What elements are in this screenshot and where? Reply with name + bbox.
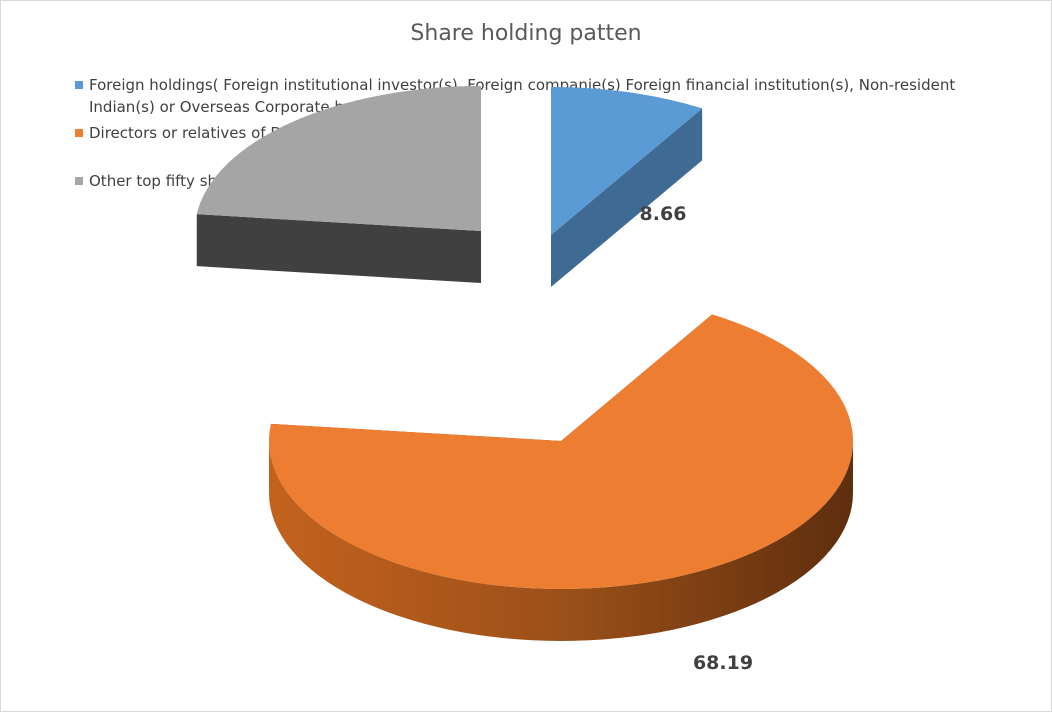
chart-title: Share holding patten [410, 21, 642, 46]
pie-slice-other-shareholders-cut-face-0 [196, 214, 481, 283]
pie-slice-foreign-holdings [551, 87, 703, 287]
pie-slice-other-shareholders-top [196, 85, 481, 232]
pie-slice-foreign-holdings-cut-face-1 [551, 108, 703, 287]
pie-slice-directors [268, 314, 853, 641]
data-label-foreign-holdings: 8.66 [640, 203, 687, 225]
legend-swatch-other-shareholders [75, 177, 83, 185]
legend-swatch-directors [75, 129, 83, 137]
pie-slice-directors-top [268, 314, 853, 589]
pie-slice-foreign-holdings-top [551, 87, 703, 235]
pie-slice-directors-side-0 [269, 441, 853, 641]
data-label-directors: 68.19 [693, 652, 753, 674]
pie-slice-other-shareholders [196, 85, 481, 283]
legend-swatch-foreign-holdings [75, 81, 83, 89]
data-label-other-shareholders: 23.15 [215, 249, 275, 271]
